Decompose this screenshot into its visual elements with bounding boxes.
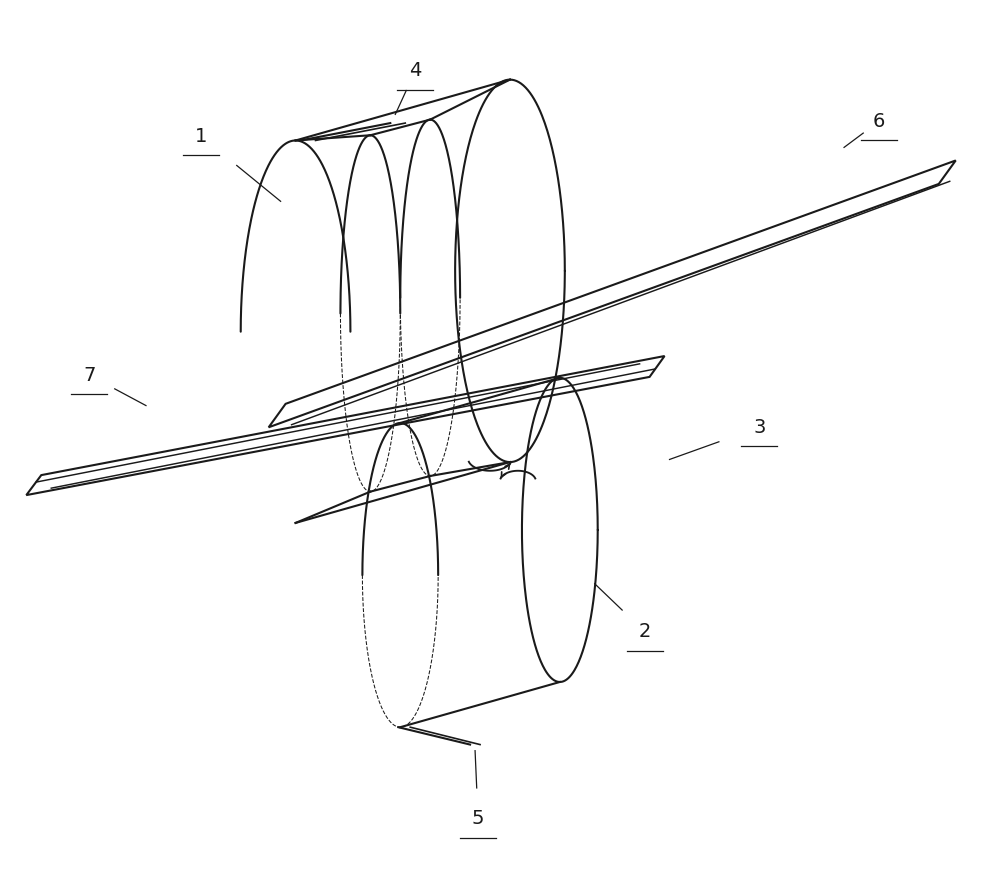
Text: 7: 7 <box>83 365 95 385</box>
Text: 2: 2 <box>638 622 651 641</box>
Text: 3: 3 <box>753 418 765 437</box>
Text: 6: 6 <box>873 112 885 131</box>
Text: 4: 4 <box>409 61 421 80</box>
Text: 5: 5 <box>472 809 484 828</box>
Text: 1: 1 <box>195 126 207 146</box>
